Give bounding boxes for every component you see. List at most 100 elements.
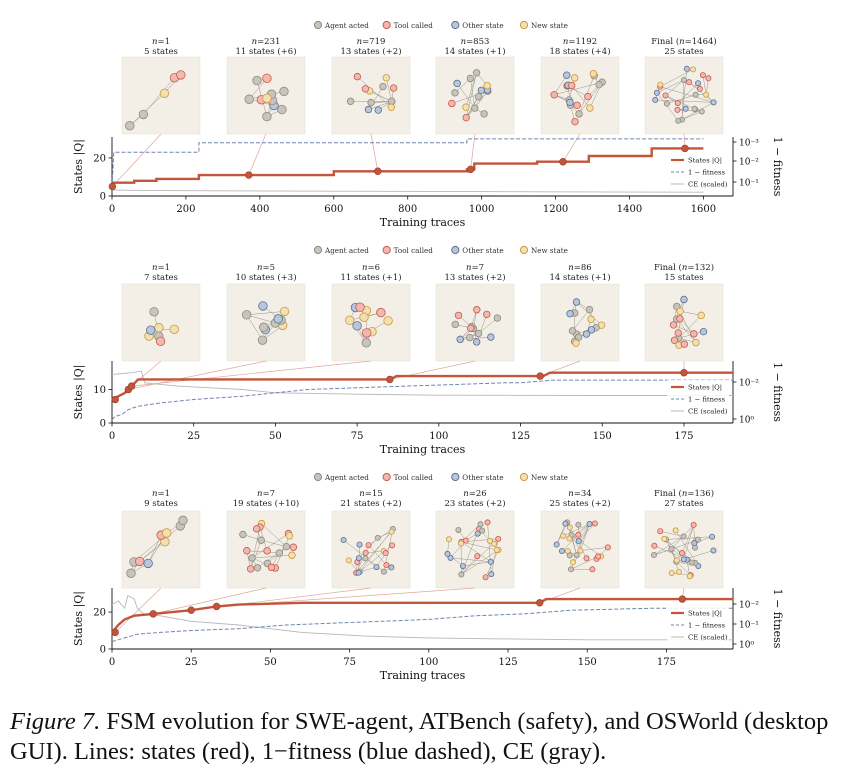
graph-node	[364, 105, 373, 114]
graph-node	[678, 550, 685, 557]
legend-marker-1	[382, 245, 391, 255]
snapshot-states-label: 25 states (+2)	[549, 498, 610, 509]
graph-node	[672, 527, 679, 534]
x-tick-label: 50	[264, 657, 277, 668]
x-tick-label: 175	[674, 431, 693, 442]
graph-node	[697, 311, 705, 320]
graph-node	[279, 306, 290, 317]
graph-node	[454, 311, 463, 320]
graph-edge	[683, 524, 694, 560]
graph-edge	[554, 81, 603, 96]
legend-label-2: Other state	[462, 246, 503, 255]
snapshot-states-label: 27 states	[664, 499, 703, 509]
line-legend-label-0: States |Q|	[688, 384, 722, 392]
graph-node	[275, 549, 284, 557]
graph-node	[566, 310, 574, 318]
snapshot-n-label: n=6	[362, 263, 380, 273]
graph-edge	[450, 557, 491, 563]
graph-node	[586, 521, 593, 528]
graph-edge	[246, 311, 285, 316]
graph-node	[367, 98, 375, 107]
graph-node	[134, 556, 145, 567]
graph-node	[575, 110, 583, 118]
graph-node	[246, 565, 255, 573]
graph-edge	[578, 523, 596, 542]
graph-node	[382, 550, 389, 557]
graph-node	[362, 328, 372, 338]
snapshot-connector	[248, 133, 267, 176]
graph-node	[138, 109, 149, 120]
y2-axis-label: 1 − fitness	[771, 589, 784, 649]
graph-edge	[576, 301, 602, 326]
legend-marker-0	[313, 472, 323, 482]
graph-node	[680, 533, 687, 540]
graph-node	[657, 528, 664, 535]
x-axis-label: Training traces	[380, 216, 466, 229]
graph-node	[353, 72, 362, 81]
graph-node	[675, 568, 682, 575]
graph-node	[356, 541, 363, 548]
graph-node	[483, 81, 491, 90]
snapshot-point	[559, 158, 567, 166]
graph-node	[355, 569, 362, 576]
x-tick-label: 125	[498, 657, 517, 668]
snapshot-point	[187, 606, 195, 614]
y2-tick-label: 10⁰	[739, 416, 754, 426]
snapshot-panel	[644, 510, 724, 589]
graph-edge	[386, 77, 392, 102]
graph-node	[691, 540, 698, 547]
snapshot-connector	[114, 587, 162, 633]
graph-node	[154, 323, 164, 333]
graph-node	[662, 92, 669, 99]
snapshot-point	[245, 171, 253, 179]
graph-edge	[246, 550, 280, 554]
ce-line	[111, 189, 704, 193]
snapshot-panel	[121, 283, 201, 362]
graph-node	[257, 536, 265, 544]
y2-tick-label: 10⁻³	[739, 139, 759, 149]
x-tick-label: 50	[269, 431, 282, 442]
snapshot-point	[149, 610, 157, 618]
graph-node	[253, 525, 261, 533]
graph-node	[669, 321, 678, 329]
graph-node	[493, 546, 500, 553]
graph-edge	[676, 561, 691, 576]
legend-label-0: Agent acted	[324, 246, 369, 255]
graph-node	[259, 322, 269, 332]
graph-edge	[656, 79, 685, 93]
graph-node	[445, 536, 452, 543]
graph-node	[570, 74, 579, 82]
graph-node	[159, 88, 170, 98]
graph-node	[383, 562, 390, 569]
legend-label-1: Tool called	[394, 21, 434, 30]
graph-node	[239, 530, 247, 539]
graph-node	[705, 75, 712, 82]
graph-node	[663, 100, 670, 107]
graph-node	[458, 571, 465, 578]
graph-node	[591, 520, 598, 527]
graph-node	[480, 110, 488, 118]
graph-node	[550, 91, 558, 99]
y2-axis-label: 1 − fitness	[771, 137, 784, 197]
snapshot-connector	[112, 133, 162, 187]
y2-tick-label: 10⁻²	[739, 379, 759, 389]
graph-node	[383, 316, 393, 326]
line-legend-label-2: CE (scaled)	[688, 634, 728, 642]
graph-node	[155, 336, 166, 346]
graph-node	[696, 85, 703, 92]
graph-node	[262, 73, 272, 84]
graph-node	[346, 97, 355, 105]
graph-node	[289, 543, 298, 551]
graph-node	[355, 555, 362, 562]
graph-node	[482, 574, 489, 581]
graph-node	[241, 310, 252, 320]
snapshot-panel	[644, 283, 724, 362]
graph-node	[569, 559, 576, 566]
snapshot-states-label: 21 states (+2)	[340, 498, 401, 509]
x-tick-label: 75	[351, 431, 364, 442]
snapshot-n-label: n=231	[252, 37, 281, 47]
graph-node	[560, 532, 567, 539]
fitness-line	[111, 607, 733, 643]
graph-edge	[681, 111, 702, 120]
graph-node	[477, 86, 486, 95]
